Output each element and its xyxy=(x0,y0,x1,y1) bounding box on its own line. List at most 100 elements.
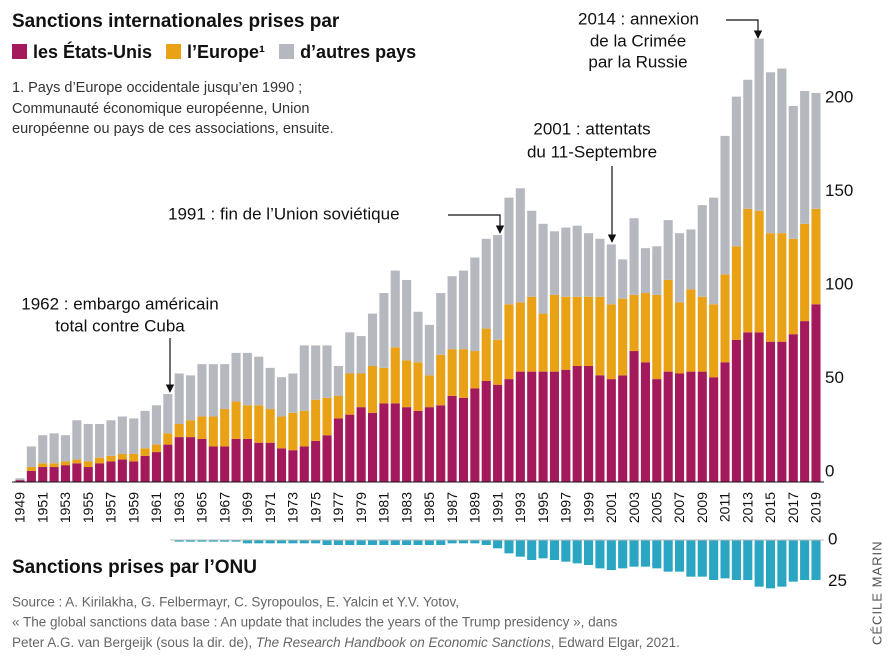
x-tick-label: 1965 xyxy=(194,492,210,523)
bar-segment xyxy=(731,339,741,482)
bar-segment xyxy=(197,438,207,482)
bar-segment xyxy=(470,257,480,352)
bar-segment xyxy=(390,403,400,482)
bar-segment xyxy=(777,68,787,234)
bar-segment xyxy=(674,233,685,303)
bar xyxy=(697,540,707,577)
bar-segment xyxy=(561,369,571,482)
y-tick-label: 25 xyxy=(828,571,847,590)
source: Source : A. Kirilakha, G. Felbermayr, C.… xyxy=(12,595,680,650)
x-tick-label: 2015 xyxy=(762,492,778,523)
bar xyxy=(299,540,309,544)
x-tick-label: 1955 xyxy=(80,492,96,523)
bar-segment xyxy=(515,302,525,372)
bar-segment xyxy=(572,225,582,297)
x-tick-label: 1959 xyxy=(125,492,141,523)
bar-segment xyxy=(606,379,616,482)
bar-segment xyxy=(538,223,548,314)
bar-segment xyxy=(720,362,730,482)
bar-segment xyxy=(481,380,491,482)
bar-segment xyxy=(697,371,707,482)
legend-swatch xyxy=(279,44,295,59)
bar-segment xyxy=(595,238,605,297)
bar-segment xyxy=(402,279,412,361)
bar-segment xyxy=(151,444,162,453)
x-tick-label: 2009 xyxy=(694,492,710,523)
bar-segment xyxy=(561,296,571,370)
bar-segment xyxy=(458,397,469,482)
bar-segment xyxy=(811,92,821,209)
bar-segment xyxy=(276,377,287,417)
bar-segment xyxy=(811,304,821,482)
bar xyxy=(402,540,412,545)
bar xyxy=(731,540,741,580)
bar xyxy=(197,540,207,542)
bar-segment xyxy=(220,409,230,447)
bar-segment xyxy=(174,424,184,438)
y-tick-label: 0 xyxy=(828,529,837,548)
bar xyxy=(595,540,605,569)
bar xyxy=(777,540,787,587)
credit: CÉCILE MARIN xyxy=(869,541,884,645)
bar-segment xyxy=(83,461,93,468)
bar-segment xyxy=(493,384,503,482)
bar-segment xyxy=(117,459,127,482)
annotation-arrow xyxy=(448,214,505,234)
bar-segment xyxy=(686,229,696,290)
bar-segment xyxy=(754,38,764,211)
bars: 0 50 100 150 200 1949 1951 1953 1955 1957 1959 1961… xyxy=(12,38,853,590)
bar-segment xyxy=(811,208,821,305)
bar-segment xyxy=(674,373,685,482)
bar-segment xyxy=(242,405,252,439)
bar-segment xyxy=(95,457,105,464)
bar xyxy=(584,540,594,565)
bar-segment xyxy=(640,248,650,294)
bar xyxy=(538,540,548,559)
bar-segment xyxy=(379,403,389,482)
bar-segment xyxy=(72,463,82,482)
bar-segment xyxy=(697,205,707,297)
bar xyxy=(276,540,287,544)
x-tick-label: 2013 xyxy=(739,492,755,523)
bar-segment xyxy=(606,304,616,380)
bar xyxy=(447,540,457,544)
annotation: 2001 : attentats xyxy=(533,119,650,138)
bar-segment xyxy=(26,467,36,471)
bar xyxy=(424,540,434,545)
bar-segment xyxy=(618,375,628,482)
bar xyxy=(436,540,446,545)
bar-segment xyxy=(595,375,605,482)
bar-segment xyxy=(652,379,662,482)
bar-segment xyxy=(140,455,150,482)
bar xyxy=(663,540,673,572)
source-part: , Edward Elgar, 2021. xyxy=(551,635,680,650)
bar-segment xyxy=(413,362,423,411)
bar-segment xyxy=(765,72,776,234)
bar-segment xyxy=(95,463,105,482)
x-tick-label: 1979 xyxy=(353,492,369,523)
bar-segment xyxy=(629,351,639,482)
bar-segment xyxy=(584,296,594,367)
bar-segment xyxy=(276,448,287,482)
bar-segment xyxy=(640,362,650,482)
source-part: The Research Handbook on Economic Sancti… xyxy=(256,635,551,650)
bar-segment xyxy=(538,313,548,372)
bar-segment xyxy=(538,371,548,482)
bar-segment xyxy=(379,293,389,368)
bar-segment xyxy=(743,79,753,209)
x-tick-label: 1985 xyxy=(421,492,437,523)
annotation: total contre Cuba xyxy=(55,316,185,335)
footnote-line: Communauté économique européenne, Union xyxy=(12,101,309,117)
legend-swatch xyxy=(166,44,182,59)
x-tick-label: 1957 xyxy=(103,492,119,523)
bar-segment xyxy=(447,395,457,482)
x-tick-label: 1973 xyxy=(285,492,301,523)
bar-segment xyxy=(288,450,298,482)
chart-title: Sanctions prises par l’ONU xyxy=(12,557,257,578)
bar-segment xyxy=(186,420,196,438)
bar-segment xyxy=(254,442,264,482)
x-tick-label: 1975 xyxy=(307,492,323,523)
bar xyxy=(572,540,582,564)
legend-label: d’autres pays xyxy=(300,42,416,62)
bar-segment xyxy=(163,433,173,445)
